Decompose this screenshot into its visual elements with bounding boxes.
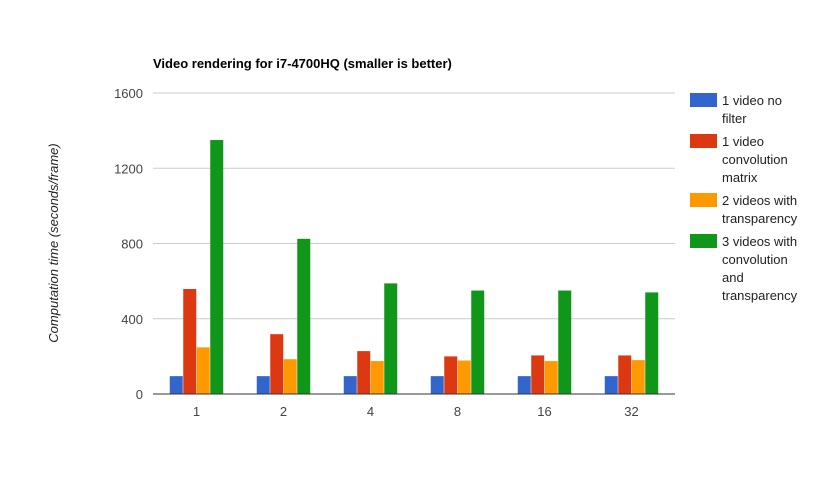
y-tick-label: 1200 <box>114 161 143 176</box>
bar-32-series-3 <box>645 292 659 394</box>
x-tick-label: 2 <box>280 404 287 419</box>
y-tick-label: 1600 <box>114 86 143 101</box>
y-tick-label: 400 <box>121 312 143 327</box>
gridlines <box>153 92 675 320</box>
legend: 1 video no filter 1 video convolution matrix… <box>690 93 798 303</box>
bar-1-series-0 <box>169 376 183 394</box>
bar-2-series-1 <box>270 334 284 394</box>
legend-label: 2 videos with <box>722 193 797 208</box>
bar-4-series-2 <box>370 361 384 394</box>
y-axis-label: Computation time (seconds/frame) <box>46 143 61 342</box>
bar-4-series-3 <box>384 283 398 394</box>
x-tick-label: 4 <box>367 404 374 419</box>
bar-32-series-1 <box>618 355 632 394</box>
bar-32-series-0 <box>604 376 618 394</box>
x-tick-label: 1 <box>193 404 200 419</box>
x-tick-label: 16 <box>537 404 551 419</box>
legend-label: 3 videos with <box>722 234 797 249</box>
legend-swatch <box>690 134 717 148</box>
bar-8-series-1 <box>444 356 458 394</box>
bar-1-series-3 <box>210 140 224 394</box>
bars <box>169 140 659 394</box>
bar-4-series-1 <box>357 351 371 394</box>
legend-swatch <box>690 93 717 107</box>
chart-title: Video rendering for i7-4700HQ (smaller i… <box>153 56 452 71</box>
legend-label: convolution <box>722 152 788 167</box>
bar-2-series-2 <box>283 359 297 394</box>
x-axis-ticks: 1 2 4 8 16 32 <box>193 404 639 419</box>
legend-swatch <box>690 193 717 207</box>
y-axis-ticks: 0 400 800 1200 1600 <box>114 86 143 402</box>
bar-16-series-3 <box>558 290 572 394</box>
bar-1-series-1 <box>183 289 197 394</box>
bar-1-series-2 <box>196 347 210 394</box>
bar-2-series-3 <box>297 238 311 394</box>
x-tick-label: 8 <box>454 404 461 419</box>
legend-swatch <box>690 234 717 248</box>
legend-label: convolution <box>722 252 788 267</box>
legend-label: filter <box>722 111 747 126</box>
bar-8-series-3 <box>471 290 485 394</box>
bar-2-series-0 <box>256 376 270 394</box>
bar-8-series-0 <box>430 376 444 394</box>
bar-16-series-2 <box>544 361 558 394</box>
bar-4-series-0 <box>343 376 357 394</box>
legend-label: matrix <box>722 170 758 185</box>
legend-label: and <box>722 270 744 285</box>
legend-label: 1 video <box>722 134 764 149</box>
legend-label: 1 video no <box>722 93 782 108</box>
y-tick-label: 0 <box>136 387 143 402</box>
legend-label: transparency <box>722 288 798 303</box>
x-tick-label: 32 <box>624 404 638 419</box>
bar-16-series-0 <box>517 376 531 394</box>
bar-8-series-2 <box>457 360 471 394</box>
bar-32-series-2 <box>631 360 645 394</box>
legend-label: transparency <box>722 211 798 226</box>
bar-16-series-1 <box>531 355 545 394</box>
y-tick-label: 800 <box>121 237 143 252</box>
